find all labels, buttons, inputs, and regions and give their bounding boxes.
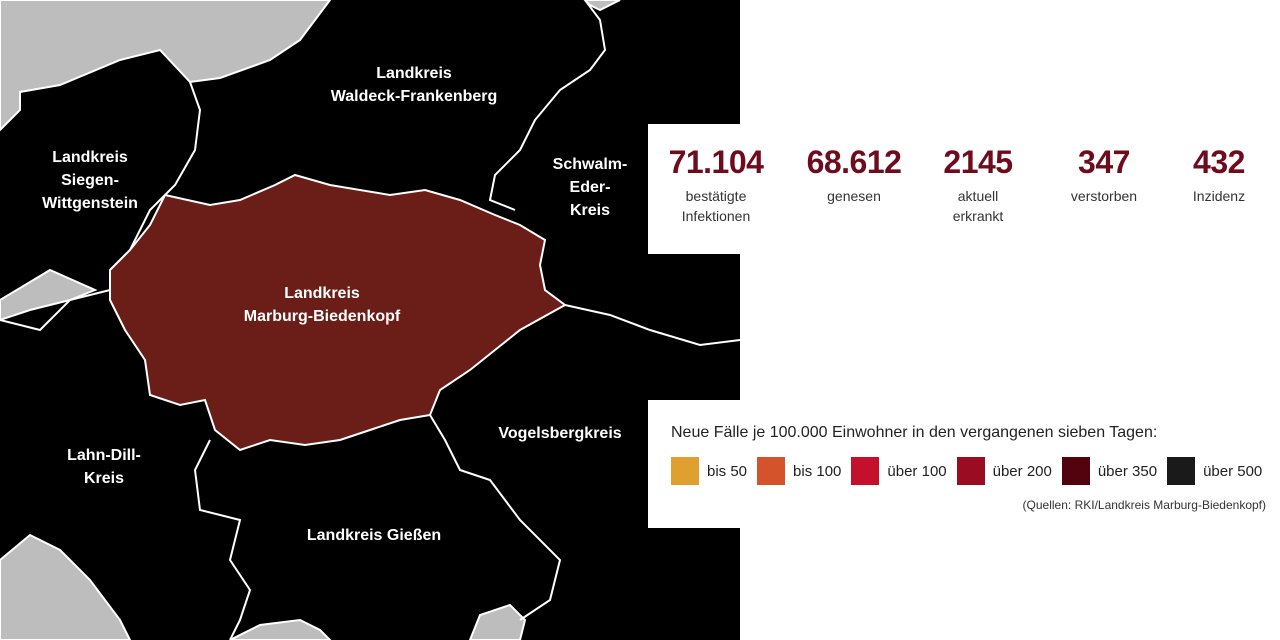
stat-incidence: 432 Inzidenz [1192, 142, 1246, 206]
legend-swatch [956, 457, 985, 485]
region-label-marburg: Landkreis Marburg-Biedenkopf [243, 285, 401, 325]
legend-item: bis 100 [757, 457, 841, 485]
legend-label: über 100 [887, 462, 947, 480]
legend-item: über 500 [1167, 457, 1262, 485]
region-label-waldeck: Landkreis Waldeck-Frankenberg [330, 65, 498, 105]
stat-value: 2145 [943, 144, 1013, 180]
stat-confirmed: 71.104 bestätigte Infektionen [669, 142, 764, 226]
region-marburg-biedenkopf[interactable] [109, 173, 567, 452]
legend-label: über 200 [992, 462, 1052, 480]
border-lahndill-giessen [193, 439, 252, 640]
stat-label: verstorben [1070, 188, 1138, 204]
region-outside-southeast [468, 603, 527, 640]
legend-swatch [757, 457, 786, 485]
legend-item: über 100 [851, 457, 947, 485]
legend-swatch [671, 457, 699, 485]
stat-value: 71.104 [668, 144, 764, 180]
region-outside-southwest [0, 533, 132, 640]
stat-label: bestätigte Infektionen [681, 188, 751, 224]
legend-item: bis 50 [671, 457, 747, 485]
stat-active: 2145 aktuell erkrankt [943, 142, 1013, 226]
legend-swatch [851, 457, 880, 485]
stat-label: genesen [827, 188, 881, 204]
region-label-lahndill: Lahn-Dill- Kreis [67, 447, 141, 487]
stat-value: 432 [1193, 144, 1245, 180]
region-outside-south [229, 618, 332, 640]
stat-label: Inzidenz [1192, 188, 1246, 204]
region-outside-northwest [0, 0, 332, 132]
border-marburg-vogelsberg [564, 304, 741, 347]
legend-item: über 200 [956, 457, 1052, 485]
legend-panel: Neue Fälle je 100.000 Einwohner in den v… [648, 400, 1280, 528]
border-vogelsberg-giessen [429, 414, 562, 621]
region-label-schwalm: Schwalm- Eder- Kreis [552, 156, 628, 219]
stats-panel: 71.104 bestätigte Infektionen 68.612 gen… [648, 124, 1280, 254]
region-label-giessen: Landkreis Gießen [306, 527, 442, 544]
stat-value: 68.612 [806, 144, 902, 180]
stat-value: 347 [1078, 144, 1130, 180]
legend-label: über 350 [1097, 462, 1158, 480]
border-waldeck-schwalm [488, 0, 607, 211]
legend-label: bis 50 [707, 462, 748, 480]
legend-source: (Quellen: RKI/Landkreis Marburg-Biedenko… [1022, 498, 1266, 512]
legend-swatch [1061, 457, 1090, 485]
border-lahndill-marburg-west [0, 289, 111, 332]
legend-title: Neue Fälle je 100.000 Einwohner in den v… [671, 424, 1158, 441]
stat-label: aktuell erkrankt [952, 188, 1004, 224]
legend-label: bis 100 [793, 462, 842, 480]
stat-deceased: 347 verstorben [1071, 142, 1137, 206]
region-label-vogelsberg: Vogelsbergkreis [498, 425, 622, 442]
stat-recovered: 68.612 genesen [807, 142, 902, 206]
legend-swatch [1167, 457, 1196, 485]
legend-item: über 350 [1061, 457, 1158, 485]
legend-items: bis 50 bis 100 über 100 über 200 über 35… [671, 457, 1272, 485]
legend-label: über 500 [1203, 462, 1263, 480]
region-label-siegen: Landkreis Siegen- Wittgenstein [42, 149, 138, 212]
